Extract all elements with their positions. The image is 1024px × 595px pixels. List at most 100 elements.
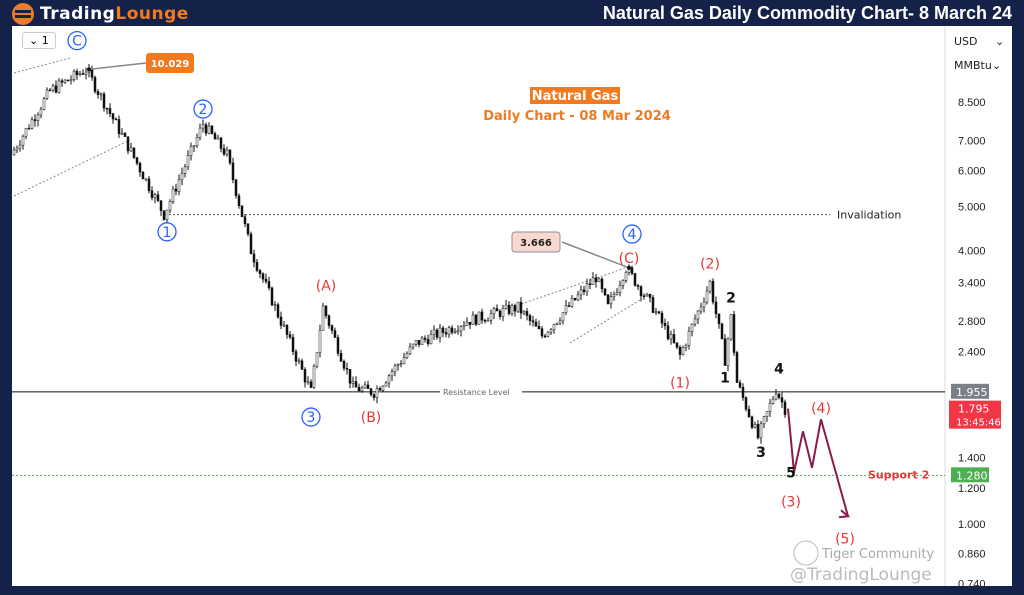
channel-line [569, 299, 641, 344]
candle-body [597, 278, 601, 283]
candle-body [480, 311, 484, 321]
candle-body [162, 210, 166, 220]
wave-label-blue: 3 [307, 410, 316, 426]
unit-select[interactable]: MMBtu⌄ [954, 59, 1001, 72]
candle-body [390, 371, 394, 377]
candle-body [624, 272, 628, 281]
candle-body [399, 363, 403, 365]
candle-body [615, 292, 619, 295]
candle-body [318, 330, 322, 353]
candle-body [249, 233, 253, 255]
channel-line [509, 267, 626, 309]
candle-body [678, 346, 682, 355]
wave-label-black: 3 [756, 445, 766, 461]
candle-body [132, 147, 136, 158]
candle-body [216, 137, 220, 140]
y-tick-label: 8.500 [958, 97, 986, 109]
candle-body [762, 416, 766, 425]
candle-body [783, 401, 787, 415]
candle-body [252, 253, 256, 263]
y-tick-label: 3.400 [958, 278, 986, 290]
candle-body [516, 301, 520, 312]
candle-body [768, 403, 772, 412]
candle-body [243, 216, 247, 225]
candle-body [702, 301, 706, 308]
candle-body [30, 119, 34, 129]
candle-body [369, 388, 373, 395]
candle-body [270, 287, 274, 306]
candle-body [183, 166, 187, 174]
candle-body [675, 342, 679, 348]
candle-body [621, 280, 625, 286]
candle-body [75, 70, 79, 75]
price-tag [951, 383, 989, 399]
candle-body [519, 301, 523, 314]
candle-body [414, 340, 418, 345]
candle-body [495, 308, 499, 312]
candle-body [477, 311, 481, 325]
candle-body [345, 368, 349, 370]
candle-body [189, 145, 193, 156]
candle-body [711, 280, 715, 303]
y-tick-label: 6.000 [958, 166, 986, 178]
y-tick-label: 7.000 [958, 135, 986, 147]
candle-body [660, 312, 664, 324]
candle-body [486, 319, 490, 322]
candle-body [435, 329, 439, 338]
candle-body [225, 149, 229, 155]
y-tick-label: 5.000 [958, 202, 986, 214]
logo-icon [12, 3, 34, 25]
candle-body [405, 353, 409, 359]
unit-label: MMBtu [954, 59, 992, 72]
candle-body [588, 283, 592, 286]
interval-collapse-button[interactable]: ⌄ 1 [22, 32, 56, 49]
candle-body [300, 360, 304, 370]
candle-body [717, 313, 721, 325]
candle-body [603, 288, 607, 296]
watermark-community: Tiger Community [821, 547, 934, 562]
candle-body [546, 331, 550, 337]
candle-body [411, 343, 415, 348]
candle-body [45, 89, 49, 99]
wave-label-red: (5) [835, 531, 855, 547]
resistance-level-label: Resistance Level [443, 388, 510, 397]
candle-body [288, 334, 292, 338]
candle-body [171, 188, 175, 202]
candle-body [693, 318, 697, 325]
candle-body [276, 304, 280, 318]
candle-body [450, 327, 454, 333]
candle-body [138, 163, 142, 173]
last-price-tag [949, 400, 1001, 429]
candle-body [582, 289, 586, 292]
callout-dot [87, 67, 91, 72]
candle-body [462, 325, 466, 327]
candle-body [240, 205, 244, 217]
candle-body [684, 344, 688, 348]
candle-body [150, 190, 154, 198]
candle-body [156, 194, 160, 201]
countdown-timer: 13:45:46 [956, 418, 1001, 429]
candle-body [141, 171, 145, 180]
y-tick-label: 0.860 [958, 549, 986, 561]
candle-body [408, 346, 412, 355]
logo-word-1: Trading [40, 4, 116, 24]
candle-body [12, 149, 16, 156]
candle-body [177, 179, 181, 192]
candle-body [258, 270, 262, 274]
callout-dot [627, 265, 631, 270]
chevron-down-icon: ⌄ [991, 59, 1002, 72]
candle-body [642, 295, 646, 297]
candle-body [294, 351, 298, 362]
candle-body [90, 69, 94, 78]
candle-body [105, 107, 109, 110]
price-callout-label: 10.029 [151, 59, 190, 70]
candle-body [777, 393, 781, 398]
candle-body [429, 334, 433, 345]
candle-body [279, 316, 283, 326]
wave-label-red: (3) [781, 495, 801, 511]
candle-body [201, 124, 205, 129]
currency-select[interactable]: USD ⌄ [954, 35, 1004, 48]
candle-body [255, 261, 259, 271]
candle-body [774, 393, 778, 400]
